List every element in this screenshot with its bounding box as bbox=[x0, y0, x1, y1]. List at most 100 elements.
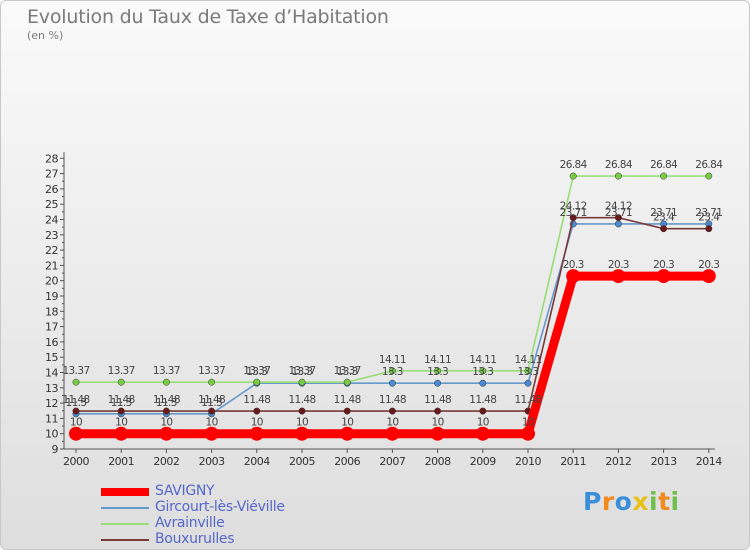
x-tick-label: 2001 bbox=[108, 455, 134, 468]
data-point-savigny bbox=[566, 269, 581, 284]
data-point-savigny bbox=[475, 426, 490, 441]
x-tick-label: 2010 bbox=[515, 455, 541, 468]
data-label-avrainville: 13.37 bbox=[334, 365, 361, 377]
logo-letter: t bbox=[658, 487, 671, 516]
data-point-bouxurulles bbox=[614, 214, 622, 222]
data-label-savigny: 20.3 bbox=[563, 259, 584, 271]
data-label-bouxurulles: 11.48 bbox=[198, 394, 225, 406]
data-label-savigny: 10 bbox=[477, 417, 489, 429]
y-tick-label: 12 bbox=[45, 397, 58, 410]
data-point-avrainville bbox=[660, 172, 668, 180]
data-label-savigny: 10 bbox=[206, 417, 218, 429]
data-point-avrainville bbox=[162, 378, 170, 386]
legend-label-bouxurulles: Bouxurulles bbox=[155, 531, 235, 547]
data-label-savigny: 10 bbox=[160, 417, 172, 429]
data-label-gircourt-l-s-vi-ville: 13.3 bbox=[518, 366, 539, 378]
data-label-bouxurulles: 23.4 bbox=[698, 212, 720, 224]
data-point-avrainville bbox=[569, 172, 577, 180]
data-point-avrainville bbox=[72, 378, 80, 386]
data-point-savigny bbox=[385, 426, 400, 441]
data-point-savigny bbox=[295, 426, 309, 441]
data-label-bouxurulles: 11.48 bbox=[379, 394, 406, 406]
logo-letter: o bbox=[614, 487, 633, 516]
data-label-bouxurulles: 11.48 bbox=[288, 394, 315, 406]
data-label-gircourt-l-s-vi-ville: 13.3 bbox=[382, 366, 403, 378]
data-label-bouxurulles: 24.12 bbox=[560, 201, 587, 213]
x-tick-label: 2009 bbox=[470, 455, 496, 468]
data-point-bouxurulles bbox=[705, 225, 713, 233]
y-tick-label: 13 bbox=[45, 382, 58, 395]
data-label-savigny: 10 bbox=[115, 417, 127, 429]
data-label-avrainville: 26.84 bbox=[560, 159, 588, 171]
data-label-savigny: 10 bbox=[296, 417, 308, 429]
y-tick-label: 26 bbox=[45, 183, 58, 196]
y-tick-label: 25 bbox=[45, 198, 58, 211]
data-label-gircourt-l-s-vi-ville: 13.3 bbox=[246, 366, 267, 378]
y-tick-label: 19 bbox=[45, 290, 58, 303]
data-point-bouxurulles bbox=[434, 407, 442, 415]
y-tick-label: 16 bbox=[45, 336, 58, 349]
data-label-gircourt-l-s-vi-ville: 11.3 bbox=[111, 397, 132, 409]
data-label-bouxurulles: 11.48 bbox=[514, 394, 541, 406]
legend-swatch-savigny bbox=[101, 488, 149, 496]
data-point-savigny bbox=[249, 426, 264, 441]
data-label-gircourt-l-s-vi-ville: 13.3 bbox=[292, 366, 313, 378]
y-tick-label: 15 bbox=[45, 351, 58, 364]
data-point-bouxurulles bbox=[569, 214, 577, 222]
data-point-bouxurulles bbox=[162, 407, 170, 415]
data-label-gircourt-l-s-vi-ville: 11.3 bbox=[201, 397, 222, 409]
data-label-bouxurulles: 24.12 bbox=[605, 201, 632, 213]
data-point-avrainville bbox=[343, 378, 351, 386]
data-point-avrainville bbox=[208, 378, 216, 386]
data-point-bouxurulles bbox=[343, 407, 351, 415]
data-point-savigny bbox=[656, 269, 671, 284]
data-label-avrainville: 13.37 bbox=[108, 365, 135, 377]
data-label-savigny: 10 bbox=[432, 417, 444, 429]
data-label-avrainville: 26.84 bbox=[605, 159, 633, 171]
data-label-avrainville: 13.37 bbox=[198, 365, 225, 377]
data-label-savigny: 10 bbox=[386, 417, 398, 429]
x-tick-label: 2007 bbox=[379, 455, 405, 468]
x-tick-label: 2012 bbox=[605, 455, 631, 468]
legend-label-avrainville: Avrainville bbox=[155, 515, 225, 531]
y-tick-label: 20 bbox=[45, 275, 58, 288]
data-label-gircourt-l-s-vi-ville: 13.3 bbox=[427, 366, 448, 378]
x-tick-label: 2008 bbox=[425, 455, 451, 468]
data-label-bouxurulles: 11.48 bbox=[108, 394, 135, 406]
y-tick-label: 10 bbox=[45, 428, 58, 441]
y-tick-label: 9 bbox=[52, 443, 59, 456]
data-label-gircourt-l-s-vi-ville: 23.71 bbox=[605, 207, 632, 219]
y-tick-label: 23 bbox=[45, 229, 58, 242]
x-tick-label: 2002 bbox=[153, 455, 179, 468]
data-point-savigny bbox=[521, 426, 535, 441]
data-label-gircourt-l-s-vi-ville: 23.71 bbox=[695, 207, 722, 219]
data-point-bouxurulles bbox=[479, 407, 487, 415]
data-label-gircourt-l-s-vi-ville: 13.3 bbox=[472, 366, 493, 378]
data-label-savigny: 10 bbox=[70, 417, 82, 429]
data-point-savigny bbox=[701, 269, 716, 284]
data-point-avrainville bbox=[705, 172, 713, 180]
y-tick-label: 22 bbox=[45, 244, 58, 257]
data-point-savigny bbox=[611, 269, 626, 284]
data-point-bouxurulles bbox=[660, 225, 668, 233]
data-label-avrainville: 26.84 bbox=[650, 159, 678, 171]
data-label-gircourt-l-s-vi-ville: 23.71 bbox=[560, 207, 587, 219]
y-tick-label: 24 bbox=[45, 214, 58, 227]
x-tick-label: 2006 bbox=[334, 455, 360, 468]
data-label-avrainville: 14.11 bbox=[379, 354, 406, 366]
data-point-avrainville bbox=[298, 378, 306, 386]
data-label-gircourt-l-s-vi-ville: 13.3 bbox=[337, 366, 358, 378]
data-label-bouxurulles: 11.48 bbox=[424, 394, 451, 406]
data-label-savigny: 10 bbox=[251, 417, 263, 429]
data-label-savigny: 20.3 bbox=[653, 259, 674, 271]
data-point-avrainville bbox=[434, 367, 442, 375]
data-label-savigny: 20.3 bbox=[608, 259, 629, 271]
data-label-savigny: 20.3 bbox=[698, 259, 719, 271]
data-label-avrainville: 13.37 bbox=[243, 365, 270, 377]
data-label-avrainville: 13.37 bbox=[288, 365, 315, 377]
data-point-bouxurulles bbox=[72, 407, 80, 415]
x-tick-label: 2014 bbox=[696, 455, 722, 468]
data-label-bouxurulles: 11.48 bbox=[334, 394, 361, 406]
data-label-avrainville: 14.11 bbox=[469, 354, 496, 366]
data-label-avrainville: 13.37 bbox=[153, 365, 180, 377]
